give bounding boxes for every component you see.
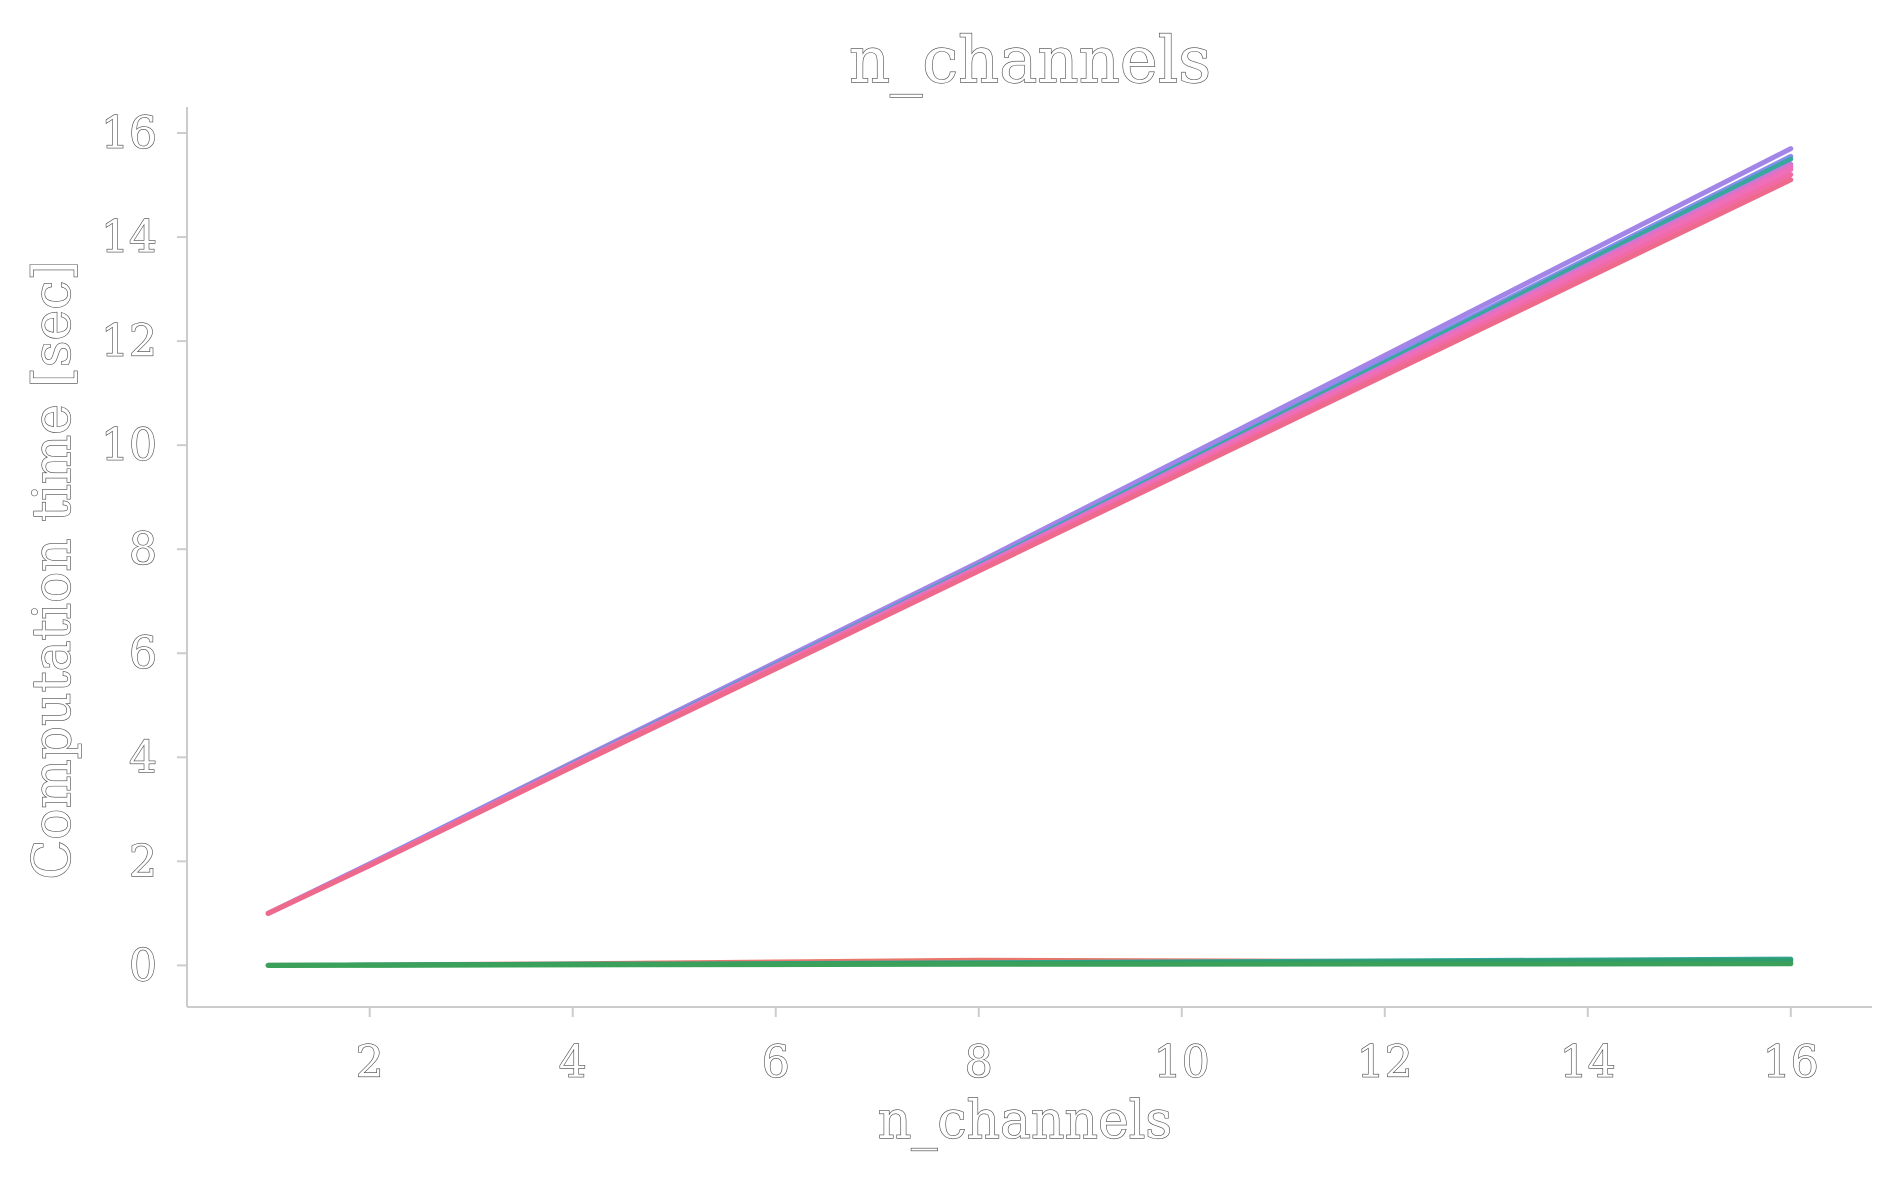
x-tick-label: 10 (1154, 1037, 1210, 1088)
series-line-8 (265, 177, 1794, 916)
y-tick-label: 14 (101, 212, 157, 263)
series-line-12 (265, 961, 1794, 968)
x-tick-label: 8 (965, 1037, 993, 1088)
y-tick-label: 16 (101, 108, 157, 159)
y-tick-label: 12 (101, 316, 157, 367)
y-axis-label: Computation time [sec] (23, 260, 83, 879)
x-tick-label: 6 (762, 1037, 790, 1088)
y-tick-label: 4 (129, 732, 157, 783)
x-tick-label: 16 (1763, 1037, 1819, 1088)
x-tick-label: 4 (559, 1037, 587, 1088)
y-tick-label: 10 (101, 420, 157, 471)
y-ticks: 0 2 4 6 8 10 12 14 16 (100, 107, 187, 992)
x-tick-label: 2 (356, 1037, 384, 1088)
x-ticks: 2 4 6 8 10 12 14 16 (355, 1007, 1819, 1089)
x-tick-label: 12 (1357, 1037, 1413, 1088)
x-axis-label: n_channels (878, 1091, 1172, 1151)
chart-title: n_channels (849, 24, 1211, 98)
y-tick-label: 8 (129, 524, 157, 575)
series-group (265, 146, 1794, 968)
x-tick-label: 14 (1560, 1037, 1616, 1088)
y-tick-label: 0 (129, 940, 157, 991)
y-tick-label: 6 (129, 628, 157, 679)
y-tick-label: 2 (129, 836, 157, 887)
